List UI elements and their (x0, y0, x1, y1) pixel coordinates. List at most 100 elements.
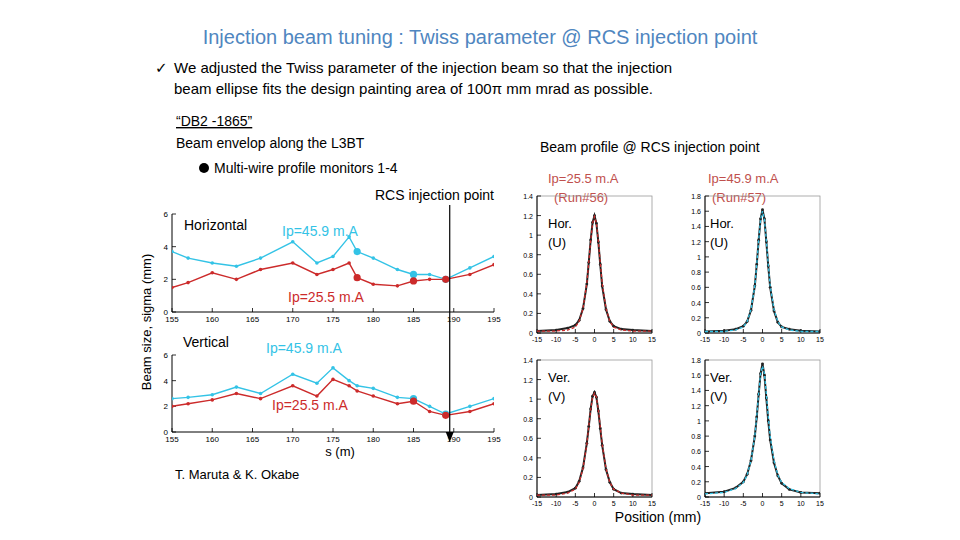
x-tick (212, 308, 213, 312)
point (210, 271, 214, 275)
point (210, 398, 214, 402)
point (331, 366, 335, 370)
point (259, 268, 263, 272)
bullet-text: beam ellipse fits the design painting ar… (174, 80, 653, 97)
x-tick (292, 308, 293, 312)
y-tick (705, 272, 709, 273)
x-tick-label: 185 (407, 435, 421, 444)
check-mark: ✓ (155, 59, 168, 76)
injection-arrow-line (449, 205, 450, 434)
point (259, 256, 263, 260)
point (761, 208, 764, 211)
x-tick (494, 428, 495, 432)
point (355, 389, 359, 393)
point (259, 392, 263, 396)
point (315, 381, 319, 385)
x-tick-label: 15 (816, 500, 824, 507)
point (172, 397, 174, 401)
y-tick-label: 1.4 (691, 387, 701, 394)
x-tick-label: 10 (797, 336, 805, 343)
y-tick-label: 0.4 (523, 455, 533, 462)
x-tick (373, 428, 374, 432)
y-tick (705, 405, 709, 406)
plot-frame (537, 360, 652, 497)
point (492, 263, 494, 267)
x-tick (556, 493, 557, 497)
x-tick-label: 15 (816, 336, 824, 343)
y-tick (705, 436, 709, 437)
y-axis (172, 355, 173, 432)
y-tick-label: 1 (697, 254, 701, 261)
point (291, 384, 295, 388)
point (371, 282, 375, 286)
y-tick-label: 1.4 (523, 357, 533, 364)
point (347, 384, 351, 388)
x-tick-label: 195 (487, 435, 501, 444)
x-tick-label: -10 (719, 336, 729, 343)
plot-frame (537, 196, 652, 333)
x-tick (333, 308, 334, 312)
x-tick (252, 428, 253, 432)
point (347, 379, 351, 383)
series-label: Ip=25.5 m.A (272, 397, 349, 413)
plot-title: (U) (710, 235, 728, 250)
point (428, 405, 432, 409)
point (315, 261, 319, 265)
y-tick (172, 214, 176, 215)
y-tick-label: 1.2 (691, 239, 701, 246)
x-tick-label: -5 (572, 336, 578, 343)
x-axis-label: s (m) (325, 444, 355, 459)
y-tick (537, 360, 541, 361)
profile-heading: Beam profile @ RCS injection point (540, 139, 760, 155)
series-line (172, 263, 494, 288)
point (210, 393, 214, 397)
x-tick (820, 329, 821, 333)
x-tick-label: 175 (326, 315, 340, 324)
point (347, 261, 351, 265)
data-group (172, 235, 494, 289)
point (428, 410, 432, 414)
injection-arrow-head (446, 432, 454, 442)
x-tick (594, 493, 595, 497)
series-label: Ip=25.5 m.A (288, 289, 365, 305)
y-tick-label: 0.6 (523, 271, 533, 278)
y-axis (537, 196, 538, 333)
series-line (537, 392, 652, 495)
point (291, 372, 295, 376)
plot-title: Hor. (710, 216, 734, 231)
x-tick-label: -15 (700, 336, 710, 343)
x-tick (781, 493, 782, 497)
series-line (705, 211, 820, 331)
y-tick-label: 2 (164, 275, 169, 284)
y-tick-label: 0.2 (523, 310, 533, 317)
y-axis (705, 196, 706, 333)
x-tick-label: 195 (487, 315, 501, 324)
monitor-point (354, 248, 361, 255)
y-tick-label: 1.4 (523, 193, 533, 200)
y-tick-label: 0.2 (691, 479, 701, 486)
slide: Injection beam tuning : Twiss parameter … (0, 0, 960, 540)
envelope-heading: Beam envelop along the L3BT (176, 135, 365, 151)
point (371, 387, 375, 391)
series-line (172, 368, 494, 414)
data-group (537, 391, 652, 497)
x-tick-label: -15 (532, 500, 542, 507)
y-tick-label: 4 (164, 377, 169, 386)
monitor-legend: Multi-wire profile monitors 1-4 (214, 160, 398, 176)
chart: 00.20.40.60.811.21.41.61.8-15-10-5051015… (691, 193, 824, 343)
y-tick (172, 312, 176, 313)
point (186, 396, 190, 400)
y-tick-label: 0.8 (523, 252, 533, 259)
y-tick (537, 215, 541, 216)
y-tick-label: 0.4 (523, 291, 533, 298)
y-tick-label: 6 (164, 210, 169, 219)
y-tick-label: 0.2 (523, 474, 533, 481)
y-tick-label: 1.6 (691, 372, 701, 379)
x-tick (594, 329, 595, 333)
point (468, 273, 472, 277)
y-tick (705, 420, 709, 421)
series-line (705, 364, 820, 493)
monitor-point (442, 412, 449, 419)
chart: 00.20.40.60.811.21.41.61.8-15-10-5051015… (691, 357, 824, 507)
y-tick-label: 1.6 (691, 208, 701, 215)
